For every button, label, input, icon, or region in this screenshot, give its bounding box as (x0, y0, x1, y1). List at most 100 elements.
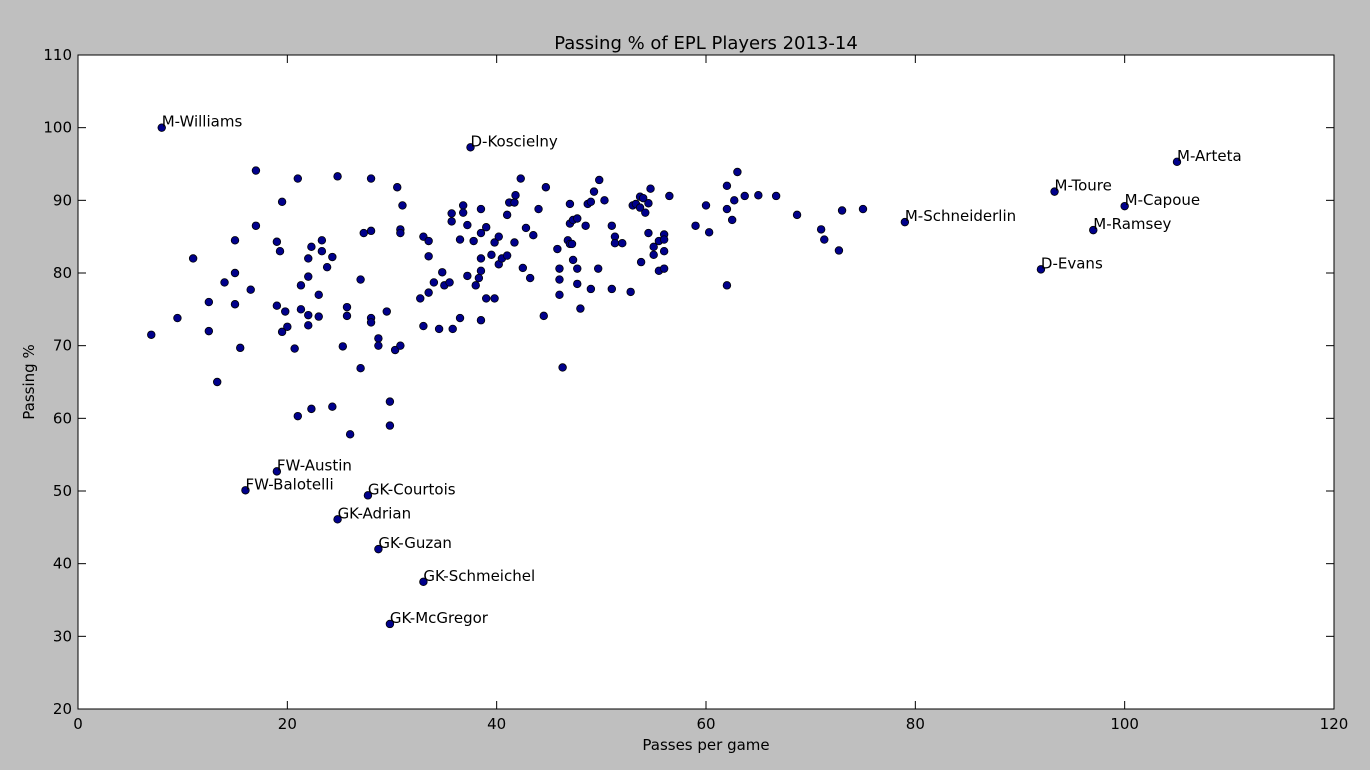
data-point (510, 238, 519, 247)
data-point (567, 239, 577, 249)
data-point (771, 191, 781, 201)
data-point (333, 515, 342, 524)
data-point (385, 619, 395, 629)
data-point (476, 204, 486, 214)
data-point (502, 210, 512, 220)
data-point (317, 246, 327, 256)
data-point (490, 294, 499, 303)
data-point (659, 246, 669, 256)
data-point (251, 166, 261, 175)
y-tick-label: 110 (43, 46, 72, 64)
data-point (525, 273, 535, 283)
data-point (589, 187, 599, 196)
data-point (593, 264, 603, 273)
data-point (568, 255, 578, 265)
data-point (419, 577, 428, 587)
data-point (317, 236, 327, 245)
data-point (434, 324, 444, 334)
data-point (1172, 157, 1182, 167)
x-tick-label: 80 (906, 715, 925, 733)
data-point (322, 262, 332, 272)
data-point (518, 263, 528, 273)
data-point (374, 341, 383, 350)
data-point (701, 201, 711, 210)
data-point (754, 191, 763, 200)
data-point (558, 363, 567, 372)
data-point (639, 193, 648, 203)
chart-title: Passing % of EPL Players 2013-14 (554, 33, 858, 54)
data-point (304, 321, 313, 330)
data-point (581, 221, 590, 230)
data-point (555, 264, 564, 273)
data-point (342, 311, 352, 321)
data-point (691, 221, 700, 230)
data-point (534, 204, 543, 214)
y-tick-label: 50 (53, 482, 72, 500)
point-label: M-Toure (1055, 177, 1112, 195)
data-point (281, 307, 290, 316)
data-point (900, 217, 910, 227)
data-point (458, 201, 468, 210)
data-point (494, 232, 503, 241)
data-point (1050, 187, 1059, 196)
data-point (618, 239, 627, 248)
y-tick-label: 40 (53, 555, 72, 573)
data-point (510, 198, 519, 207)
point-label: GK-Courtois (368, 480, 456, 498)
data-point (374, 334, 383, 343)
data-point (463, 271, 472, 281)
data-point (455, 235, 465, 244)
data-point (275, 246, 285, 256)
data-point (471, 281, 480, 290)
data-point (636, 257, 646, 267)
data-point (626, 287, 635, 297)
data-point (476, 266, 486, 276)
data-point (502, 251, 512, 260)
data-point (356, 363, 365, 373)
point-label: M-Arteta (1177, 147, 1242, 165)
data-point (516, 174, 525, 183)
data-point (820, 235, 829, 244)
x-tick-label: 0 (73, 715, 83, 733)
data-point (429, 278, 439, 287)
data-point (398, 201, 407, 210)
data-point (1036, 265, 1046, 274)
data-point (304, 254, 313, 263)
data-point (236, 343, 245, 353)
data-point (424, 288, 433, 297)
data-point (539, 311, 548, 321)
point-label: GK-Adrian (338, 504, 412, 522)
data-point (573, 214, 582, 223)
data-point (230, 300, 240, 309)
data-point (307, 404, 316, 414)
point-label: GK-McGregor (390, 609, 489, 627)
data-point (644, 228, 653, 238)
data-point (641, 208, 650, 217)
data-point (649, 250, 658, 260)
data-point (730, 196, 739, 205)
data-point (220, 278, 229, 287)
data-point (665, 191, 674, 201)
point-label: D-Koscielny (471, 132, 558, 150)
point-label: FW-Balotelli (245, 475, 333, 493)
data-point (595, 175, 604, 185)
data-point (1089, 225, 1098, 235)
data-point (469, 236, 478, 246)
data-point (482, 223, 491, 232)
data-point (293, 411, 302, 421)
data-point (396, 341, 405, 350)
data-point (290, 344, 299, 353)
x-axis-label: Passes per game (642, 736, 769, 754)
data-point (188, 254, 198, 263)
data-point (722, 204, 732, 214)
data-point (338, 342, 348, 351)
data-point (458, 208, 468, 217)
plot-area (77, 54, 1335, 710)
data-point (476, 254, 486, 263)
data-point (463, 220, 472, 230)
data-point (635, 203, 645, 212)
data-point (511, 191, 520, 200)
data-point (476, 316, 486, 325)
data-point (573, 279, 582, 289)
